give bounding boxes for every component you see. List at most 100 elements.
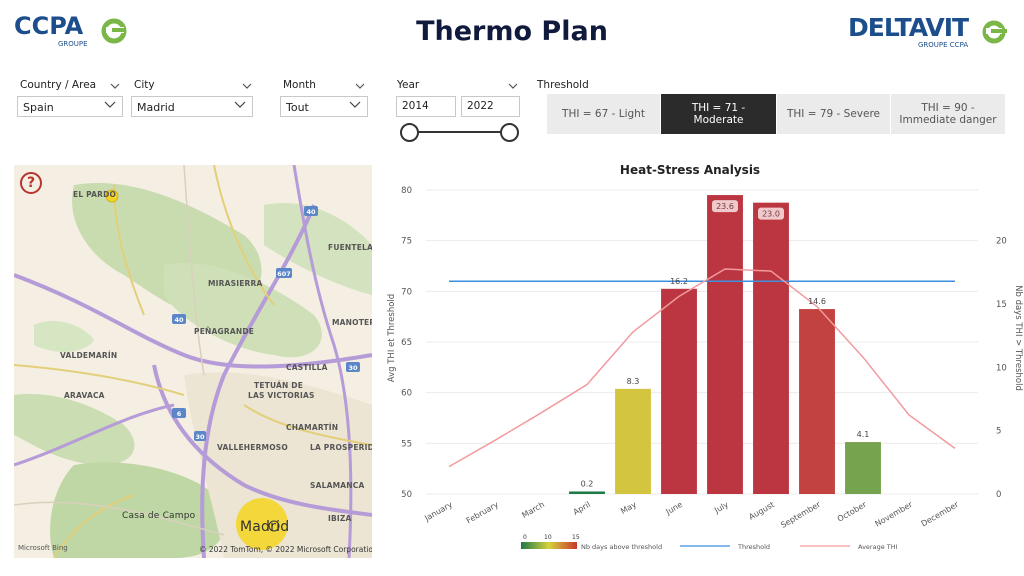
data-label-box	[712, 200, 738, 213]
map-copyright: © 2022 TomTom, © 2022 Microsoft Corporat…	[199, 545, 372, 554]
road-badge-label: 40	[174, 316, 184, 324]
chart-legend: 0 10 15 Nb days above threshold Threshol…	[521, 534, 898, 551]
y2-tick-label: 20	[996, 237, 1007, 247]
bar	[799, 309, 835, 494]
map-label: MIRASIERRA	[208, 279, 263, 288]
page-title: Thermo Plan	[416, 16, 608, 47]
legend-bars-label: Nb days above threshold	[581, 543, 662, 551]
deltavit-logo-text: DELTAVIT	[848, 13, 969, 42]
y-tick-label: 50	[401, 490, 412, 500]
x-tick-label: July	[712, 500, 730, 516]
map-label: TETUÁN DE	[254, 381, 304, 390]
road-badge-icon	[172, 206, 360, 441]
map-label: EL PARDO	[73, 190, 117, 199]
city-select-value: Madrid	[137, 101, 175, 114]
legend-gradient-swatch	[521, 542, 577, 549]
y2-tick-label: 0	[996, 490, 1001, 500]
heat-stress-chart: 0.28.316.223.623.014.64.1 50556065707580…	[387, 186, 1023, 551]
y-tick-label: 65	[401, 338, 412, 348]
y2-tick-label: 10	[996, 363, 1007, 373]
chevron-down-icon	[234, 101, 246, 108]
bar	[753, 202, 789, 494]
chevron-down-icon[interactable]	[355, 82, 365, 90]
year-to-input[interactable]: 2022	[461, 96, 520, 117]
road-badge-label: 30	[348, 364, 358, 372]
year-slider-end-handle[interactable]	[500, 123, 519, 142]
deltavit-logo-sub: GROUPE CCPA	[918, 41, 968, 49]
map-label: Casa de Campo	[122, 511, 196, 521]
bar	[845, 442, 881, 494]
city-select[interactable]: Madrid	[131, 96, 253, 117]
legend-scale-tick: 10	[544, 534, 552, 541]
data-label: 23.6	[716, 202, 734, 211]
map-label: Madrid	[240, 519, 290, 535]
threshold-danger-button[interactable]: THI = 90 - Immediate danger	[891, 94, 1005, 134]
legend-scale-tick: 0	[523, 534, 527, 541]
y-tick-label: 75	[401, 237, 412, 247]
y2-tick-label: 15	[996, 300, 1007, 310]
data-label: 4.1	[857, 430, 870, 439]
y-axis-label: Avg THI et Threshold	[387, 294, 397, 382]
chevron-down-icon	[349, 101, 361, 108]
map-label: MANOTERA	[332, 318, 372, 327]
threshold-severe-button[interactable]: THI = 79 - Severe	[777, 94, 890, 134]
threshold-light-button[interactable]: THI = 67 - Light	[547, 94, 660, 134]
x-tick-label: May	[619, 500, 638, 516]
data-label: 16.2	[670, 277, 688, 286]
threshold-label: Threshold	[537, 79, 589, 91]
road-badge-label: 30	[195, 433, 205, 441]
map-label: SALAMANCA	[310, 481, 365, 490]
map-label: FUENTELARR	[328, 243, 372, 252]
chevron-down-icon[interactable]	[110, 82, 120, 90]
y-tick-label: 60	[401, 389, 412, 399]
year-slider-start-handle[interactable]	[400, 123, 419, 142]
map[interactable]: 40 607 40 30 6 30 ? EL PARDO FUENTELARR …	[14, 165, 372, 558]
help-icon[interactable]: ?	[20, 172, 42, 194]
x-tick-label: April	[572, 500, 592, 517]
x-tick-label: June	[664, 500, 685, 517]
y2-axis-label: Nb days THI > Threshold	[1013, 285, 1023, 391]
year-from-input[interactable]: 2014	[396, 96, 456, 117]
map-background: 40 607 40 30 6 30	[14, 165, 372, 558]
country-select-value: Spain	[23, 101, 54, 114]
month-select[interactable]: Tout	[280, 96, 368, 117]
map-label: IBIZA	[328, 514, 352, 523]
map-label: LAS VICTORIAS	[248, 391, 315, 400]
map-label: LA PROSPERIDAD	[310, 443, 372, 452]
bar	[707, 195, 743, 495]
map-bubble-el-pardo	[105, 189, 119, 203]
map-label: ARAVACA	[64, 391, 105, 400]
legend-threshold-label: Threshold	[737, 543, 770, 551]
chevron-down-icon[interactable]	[242, 82, 252, 90]
city-label: City	[134, 79, 155, 91]
threshold-moderate-button[interactable]: THI = 71 - Moderate	[661, 94, 776, 134]
road-badge-label: 6	[177, 410, 182, 418]
map-label: VALLEHERMOSO	[217, 443, 288, 452]
data-label: 23.0	[762, 210, 780, 219]
road-badge-label: 40	[306, 208, 316, 216]
country-select[interactable]: Spain	[17, 96, 123, 117]
ccpa-logo-sub: GROUPE	[58, 40, 88, 48]
legend-scale-tick: 15	[572, 534, 580, 541]
x-tick-label: August	[747, 500, 776, 522]
x-tick-label: November	[873, 500, 914, 529]
ccpa-logo-text: CCPA	[14, 12, 84, 40]
bar	[661, 288, 697, 494]
month-label: Month	[283, 79, 316, 91]
chevron-down-icon[interactable]	[508, 82, 518, 90]
x-tick-label: January	[422, 500, 454, 524]
bar	[569, 491, 605, 494]
road-badge-label: 607	[277, 270, 291, 278]
x-tick-label: October	[836, 500, 869, 524]
map-label: PEÑAGRANDE	[194, 327, 255, 336]
data-label: 0.2	[581, 479, 594, 488]
year-slider-track[interactable]	[408, 131, 510, 133]
ccpa-logo: CCPA GROUPE	[14, 12, 134, 52]
data-label-box	[758, 207, 784, 220]
average-thi-line	[448, 268, 956, 468]
y-tick-label: 70	[401, 287, 412, 297]
x-tick-label: September	[779, 500, 822, 530]
legend-avg-label: Average THI	[858, 543, 898, 551]
month-select-value: Tout	[286, 101, 309, 114]
x-tick-label: March	[520, 500, 546, 520]
